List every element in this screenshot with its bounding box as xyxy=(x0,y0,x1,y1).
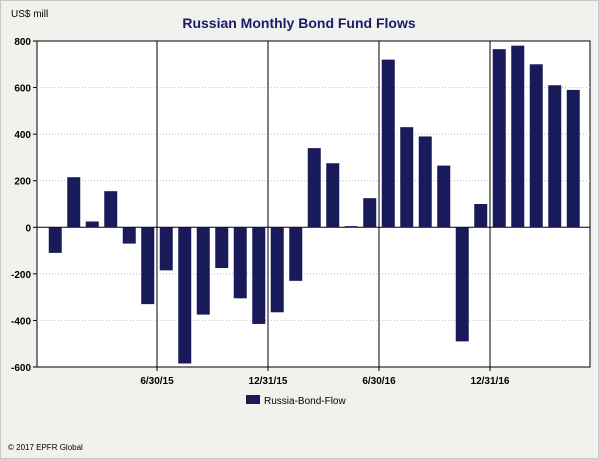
x-axis-ticks: 6/30/15 12/31/15 6/30/16 12/31/16 xyxy=(140,367,510,387)
bar xyxy=(215,227,229,269)
bar xyxy=(548,85,562,228)
bar xyxy=(492,49,506,228)
bar xyxy=(252,227,266,324)
bar xyxy=(159,227,173,271)
bar xyxy=(455,227,469,342)
bar xyxy=(196,227,210,315)
bar xyxy=(529,64,543,228)
legend: Russia-Bond-Flow xyxy=(246,395,346,407)
bar xyxy=(141,227,155,305)
legend-label: Russia-Bond-Flow xyxy=(264,396,346,407)
bar xyxy=(233,227,247,299)
bar xyxy=(344,226,358,228)
legend-swatch xyxy=(246,395,260,404)
x-tick-label: 6/30/16 xyxy=(362,376,396,387)
copyright-credit: © 2017 EPFR Global xyxy=(8,443,83,452)
y-tick-label: -200 xyxy=(11,270,31,281)
y-tick-label: 0 xyxy=(25,223,31,234)
bar xyxy=(566,89,580,228)
bar xyxy=(474,204,488,228)
bar xyxy=(122,227,136,244)
bar xyxy=(381,59,395,228)
bar xyxy=(104,191,118,228)
y-tick-label: 200 xyxy=(14,177,31,188)
x-tick-label: 12/31/15 xyxy=(249,376,288,387)
bar xyxy=(511,45,525,228)
bar xyxy=(400,127,414,228)
y-tick-label: 800 xyxy=(14,37,31,48)
bar xyxy=(270,227,284,313)
bar xyxy=(363,198,377,228)
y-tick-label: -400 xyxy=(11,316,31,327)
bar xyxy=(289,227,303,281)
x-tick-label: 6/30/15 xyxy=(140,376,174,387)
bars xyxy=(48,45,580,364)
bar xyxy=(437,165,451,228)
y-tick-label: 400 xyxy=(14,130,31,141)
bar xyxy=(48,227,62,253)
y-tick-label: 600 xyxy=(14,84,31,95)
bar xyxy=(326,163,340,228)
x-tick-label: 12/31/16 xyxy=(471,376,510,387)
y-axis-ticks: 800 600 400 200 0 -200 -400 -600 xyxy=(11,37,37,374)
y-axis-unit-label: US$ mill xyxy=(11,9,48,20)
bar xyxy=(418,136,432,228)
bar xyxy=(85,221,99,228)
bar xyxy=(307,148,321,228)
bar xyxy=(178,227,192,364)
chart-title: Russian Monthly Bond Fund Flows xyxy=(182,15,416,31)
y-tick-label: -600 xyxy=(11,363,31,374)
bar xyxy=(67,177,81,228)
